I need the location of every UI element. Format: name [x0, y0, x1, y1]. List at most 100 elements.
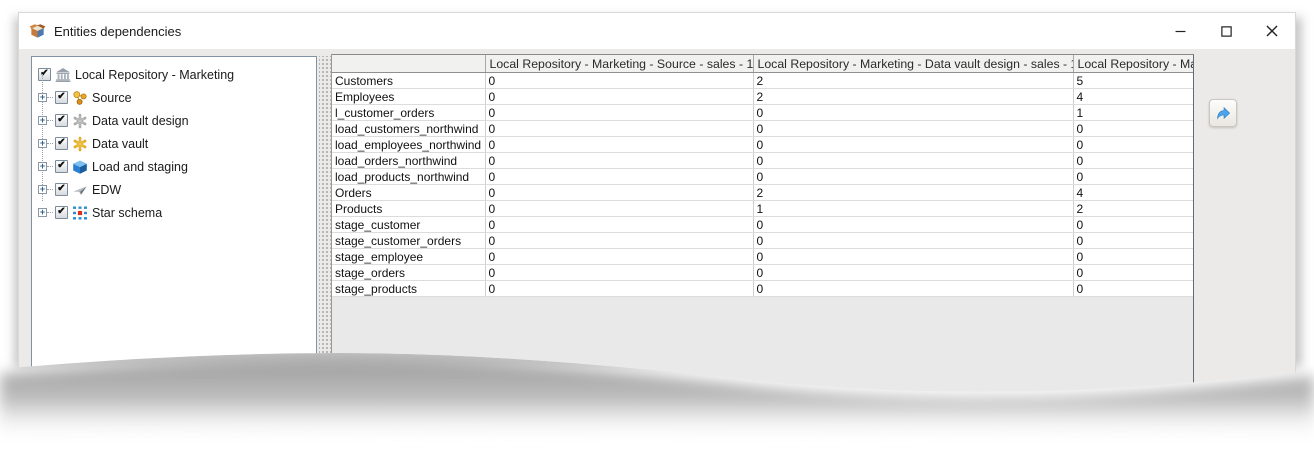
icon-data-vault-design [72, 113, 88, 129]
dependency-count-cell: 0 [1073, 169, 1194, 185]
checkbox[interactable]: ✔ [55, 206, 68, 219]
maximize-button[interactable] [1203, 13, 1249, 49]
dependency-count-cell: 0 [753, 281, 1073, 297]
dependency-count-cell: 0 [1073, 121, 1194, 137]
table-header-row: Local Repository - Marketing - Source - … [332, 55, 1194, 73]
expand-plus-icon[interactable]: + [39, 207, 46, 217]
icon-edw [72, 182, 88, 198]
tree-item-label: Source [92, 90, 132, 105]
minimize-icon [1175, 26, 1186, 37]
checkbox[interactable]: ✔ [38, 68, 51, 81]
tree-item-label: Star schema [92, 205, 163, 220]
column-header[interactable] [332, 55, 485, 73]
minimize-button[interactable] [1157, 13, 1203, 49]
entity-name-cell: stage_orders [332, 265, 485, 281]
titlebar: Entities dependencies [19, 13, 1295, 49]
entity-name-cell: stage_customer [332, 217, 485, 233]
dependency-count-cell: 0 [485, 217, 753, 233]
export-button[interactable] [1209, 99, 1237, 127]
checkbox[interactable]: ✔ [55, 137, 68, 150]
checkbox[interactable]: ✔ [55, 183, 68, 196]
tree-guide-line [42, 74, 43, 201]
close-button[interactable] [1249, 13, 1295, 49]
tree-children: + ✔ Source + ✔ Data vault design + ✔ Dat… [32, 86, 316, 224]
dependency-count-cell: 0 [485, 265, 753, 281]
tree-item-load-and-staging[interactable]: + ✔ Load and staging [32, 155, 316, 178]
tree-item-label: Data vault [92, 136, 149, 151]
tree-item-data-vault-design[interactable]: + ✔ Data vault design [32, 109, 316, 132]
entity-name-cell: l_customer_orders [332, 105, 485, 121]
tree-item-source[interactable]: + ✔ Source [32, 86, 316, 109]
tree-item-local-repository-marketing[interactable]: ✔ Local Repository - Marketing [32, 63, 316, 86]
entity-name-cell: Orders [332, 185, 485, 201]
dependency-count-cell: 2 [1073, 201, 1194, 217]
column-header[interactable]: Local Repository - Marketing - Data vaul… [753, 55, 1073, 73]
tree-item-data-vault[interactable]: + ✔ Data vault [32, 132, 316, 155]
checkbox[interactable]: ✔ [55, 160, 68, 173]
tree-item-star-schema[interactable]: + ✔ Star schema [32, 201, 316, 224]
window-title: Entities dependencies [54, 23, 182, 39]
dependency-count-cell: 0 [485, 281, 753, 297]
split-divider[interactable] [319, 56, 331, 386]
tree-item-edw[interactable]: + ✔ EDW [32, 178, 316, 201]
dependency-count-cell: 0 [753, 105, 1073, 121]
dialog-content: ✔ Local Repository - Marketing + ✔ Sourc… [19, 49, 1295, 423]
dependency-count-cell: 0 [485, 121, 753, 137]
dependency-count-cell: 0 [753, 249, 1073, 265]
expand-plus-icon[interactable]: + [39, 115, 46, 125]
dependency-count-cell: 0 [753, 121, 1073, 137]
dependencies-table: Local Repository - Marketing - Source - … [332, 55, 1194, 297]
expand-plus-icon[interactable]: + [39, 161, 46, 171]
dependency-count-cell: 1 [753, 201, 1073, 217]
column-header[interactable]: Local Repository - Marketing - Source - … [485, 55, 753, 73]
dependency-count-cell: 0 [485, 169, 753, 185]
dependency-count-cell: 0 [485, 73, 753, 89]
dependency-count-cell: 0 [485, 233, 753, 249]
expand-plus-icon[interactable]: + [39, 92, 46, 102]
expand-plus-icon[interactable]: + [39, 184, 46, 194]
tree-item-label: Local Repository - Marketing [75, 67, 235, 82]
export-arrow-icon [1214, 105, 1232, 121]
dependency-count-cell: 0 [753, 137, 1073, 153]
entity-name-cell: stage_customer_orders [332, 233, 485, 249]
entity-name-cell: load_orders_northwind [332, 153, 485, 169]
checkbox[interactable]: ✔ [55, 91, 68, 104]
entity-name-cell: load_products_northwind [332, 169, 485, 185]
expand-plus-icon[interactable]: + [39, 138, 46, 148]
column-header[interactable]: Local Repository - Ma [1073, 55, 1194, 73]
dependency-count-cell: 0 [1073, 233, 1194, 249]
icon-star-schema [72, 205, 88, 221]
dependency-count-cell: 5 [1073, 73, 1194, 89]
dependency-count-cell: 0 [485, 153, 753, 169]
dependency-count-cell: 0 [1073, 153, 1194, 169]
entity-name-cell: Customers [332, 73, 485, 89]
checkbox[interactable]: ✔ [55, 114, 68, 127]
entity-name-cell: Employees [332, 89, 485, 105]
tree-item-label: Data vault design [92, 113, 189, 128]
tree-item-label: Load and staging [92, 159, 188, 174]
icon-load-staging [72, 159, 88, 175]
dependency-count-cell: 0 [485, 137, 753, 153]
entity-name-cell: load_employees_northwind [332, 137, 485, 153]
dependency-count-cell: 0 [1073, 137, 1194, 153]
entity-name-cell: stage_employee [332, 249, 485, 265]
dependency-count-cell: 2 [753, 185, 1073, 201]
entities-dependencies-window: Entities dependencies ✔ [18, 12, 1296, 422]
dependency-count-cell: 0 [485, 105, 753, 121]
